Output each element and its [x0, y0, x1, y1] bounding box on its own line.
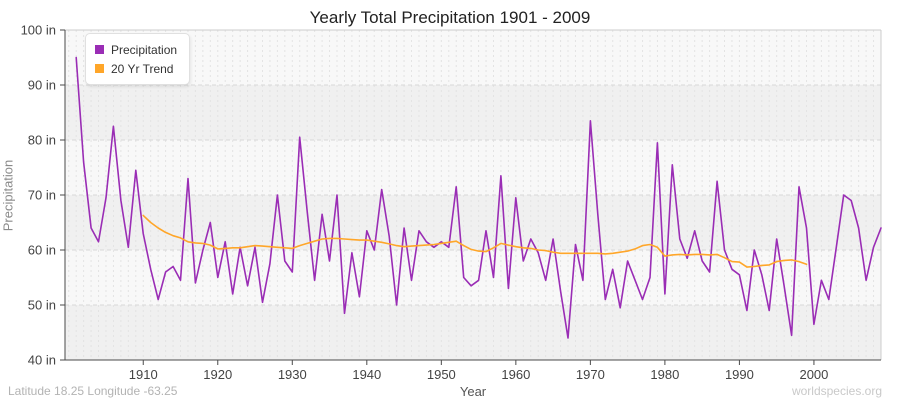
plot-band [65, 195, 881, 250]
legend-item-precipitation: Precipitation [95, 40, 177, 59]
y-tick-label: 80 in [28, 133, 56, 148]
x-tick-label: 1980 [650, 367, 679, 382]
plot-band [65, 140, 881, 195]
chart-title: Yearly Total Precipitation 1901 - 2009 [309, 8, 591, 27]
precipitation-swatch-icon [95, 45, 104, 54]
plot-band [65, 85, 881, 140]
watermark: worldspecies.org [791, 384, 882, 398]
x-tick-label: 1960 [501, 367, 530, 382]
y-tick-label: 50 in [28, 298, 56, 313]
legend-label: Precipitation [111, 42, 178, 57]
precipitation-line [75, 56, 882, 339]
location-caption: Latitude 18.25 Longitude -63.25 [8, 384, 178, 398]
x-tick-label: 1970 [576, 367, 605, 382]
legend-box: Precipitation 20 Yr Trend [85, 33, 191, 85]
x-tick-label: 1950 [427, 367, 456, 382]
x-axis-title: Year [459, 384, 487, 399]
plot-band [65, 30, 881, 85]
y-axis-title: Precipitation [0, 159, 16, 232]
y-tick-label: 90 in [28, 78, 56, 93]
x-tick-label: 1990 [725, 367, 754, 382]
y-tick-label: 100 in [21, 23, 56, 38]
y-tick-label: 70 in [28, 188, 56, 203]
legend-item-trend: 20 Yr Trend [95, 59, 177, 78]
y-tick-label: 60 in [28, 243, 56, 258]
plot-band [65, 305, 881, 360]
plot-band [65, 250, 881, 305]
trend-line [142, 214, 808, 268]
x-tick-label: 1940 [352, 367, 381, 382]
legend-label: 20 Yr Trend [111, 61, 174, 76]
x-tick-label: 2000 [799, 367, 828, 382]
x-tick-label: 1910 [129, 367, 158, 382]
x-tick-label: 1920 [203, 367, 232, 382]
x-tick-label: 1930 [278, 367, 307, 382]
y-tick-label: 40 in [28, 353, 56, 368]
trend-swatch-icon [95, 64, 104, 73]
